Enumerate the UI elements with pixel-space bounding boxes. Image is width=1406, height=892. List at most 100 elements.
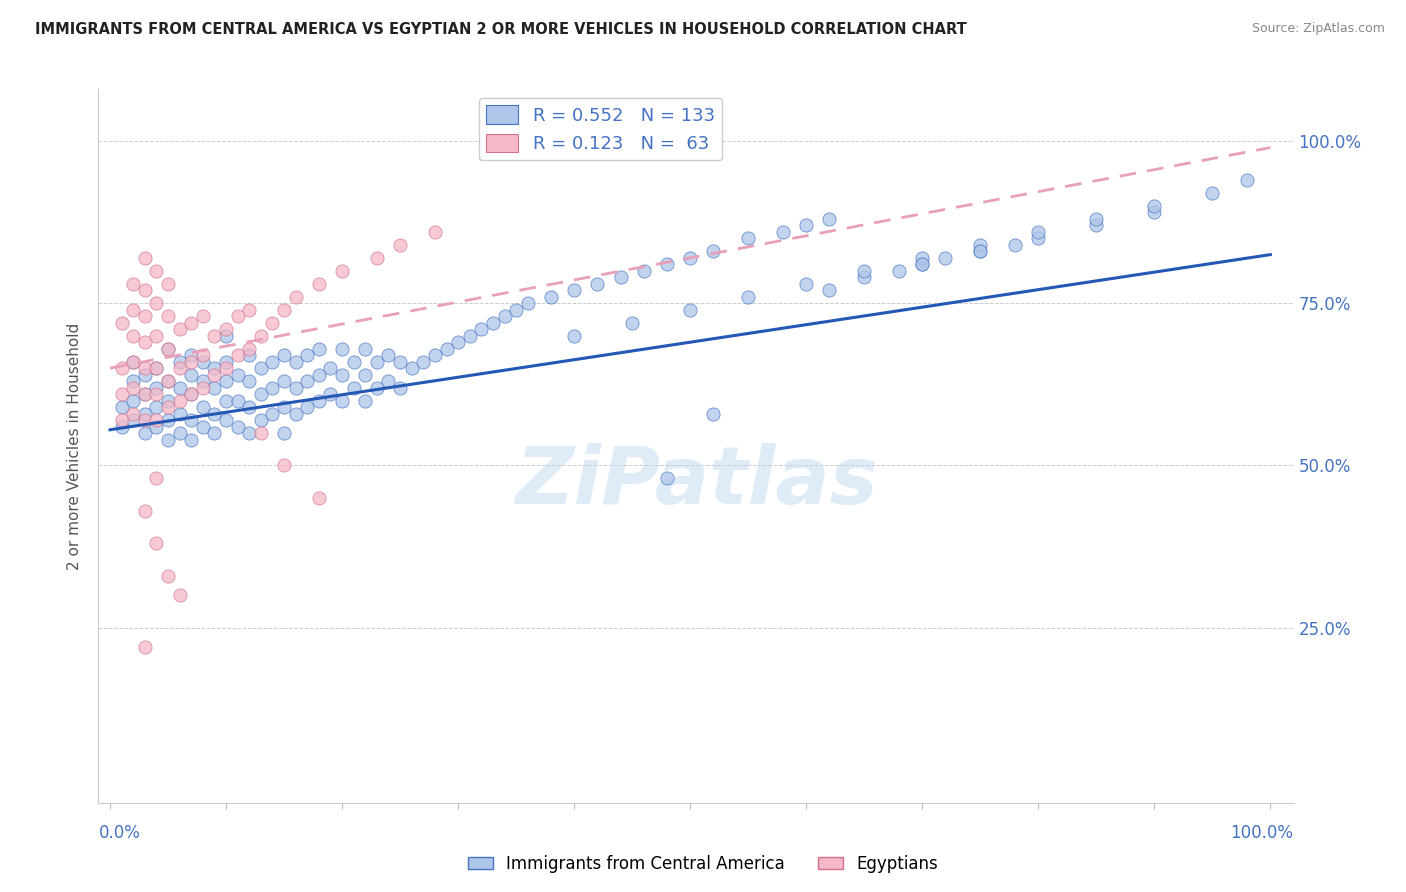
Legend: R = 0.552   N = 133, R = 0.123   N =  63: R = 0.552 N = 133, R = 0.123 N = 63 bbox=[478, 98, 723, 161]
Point bbox=[238, 342, 260, 356]
Point bbox=[169, 407, 191, 421]
Point bbox=[794, 219, 817, 233]
Point bbox=[215, 413, 238, 427]
Point bbox=[250, 328, 273, 343]
Point bbox=[157, 433, 180, 447]
Point bbox=[157, 342, 180, 356]
Point bbox=[169, 322, 191, 336]
Point bbox=[330, 393, 353, 408]
Point bbox=[215, 361, 238, 376]
Point bbox=[934, 251, 956, 265]
Point bbox=[157, 342, 180, 356]
Point bbox=[377, 374, 399, 388]
Text: ZiPatlas: ZiPatlas bbox=[515, 442, 877, 521]
Point bbox=[215, 322, 238, 336]
Point bbox=[633, 264, 655, 278]
Point bbox=[447, 335, 470, 350]
Point bbox=[238, 348, 260, 362]
Point bbox=[157, 400, 180, 414]
Point bbox=[111, 387, 134, 401]
Point bbox=[853, 264, 876, 278]
Point bbox=[157, 374, 180, 388]
Point bbox=[655, 257, 678, 271]
Point bbox=[284, 381, 307, 395]
Point bbox=[191, 354, 214, 368]
Point bbox=[122, 381, 145, 395]
Point bbox=[250, 361, 273, 376]
Point bbox=[145, 381, 167, 395]
Point bbox=[423, 348, 446, 362]
Point bbox=[134, 407, 156, 421]
Point bbox=[887, 264, 910, 278]
Point bbox=[169, 361, 191, 376]
Point bbox=[122, 393, 145, 408]
Point bbox=[354, 393, 377, 408]
Point bbox=[191, 419, 214, 434]
Point bbox=[679, 302, 702, 317]
Point bbox=[494, 310, 516, 324]
Point bbox=[111, 400, 134, 414]
Point bbox=[169, 354, 191, 368]
Point bbox=[1085, 219, 1108, 233]
Point bbox=[145, 361, 167, 376]
Point bbox=[284, 290, 307, 304]
Point bbox=[818, 283, 841, 297]
Point bbox=[204, 425, 226, 440]
Point bbox=[134, 387, 156, 401]
Point bbox=[737, 290, 759, 304]
Point bbox=[134, 368, 156, 382]
Point bbox=[191, 310, 214, 324]
Point bbox=[180, 433, 202, 447]
Point bbox=[122, 277, 145, 291]
Point bbox=[297, 374, 319, 388]
Point bbox=[169, 588, 191, 602]
Point bbox=[354, 368, 377, 382]
Point bbox=[273, 374, 295, 388]
Point bbox=[273, 400, 295, 414]
Point bbox=[169, 425, 191, 440]
Point bbox=[772, 225, 794, 239]
Point bbox=[262, 316, 284, 330]
Point bbox=[343, 354, 366, 368]
Point bbox=[204, 361, 226, 376]
Point bbox=[586, 277, 609, 291]
Point bbox=[226, 310, 249, 324]
Point bbox=[621, 316, 644, 330]
Point bbox=[204, 407, 226, 421]
Point bbox=[180, 387, 202, 401]
Point bbox=[145, 387, 167, 401]
Point bbox=[226, 348, 249, 362]
Point bbox=[562, 328, 585, 343]
Point bbox=[389, 381, 412, 395]
Point bbox=[111, 316, 134, 330]
Point bbox=[180, 316, 202, 330]
Point bbox=[134, 335, 156, 350]
Point bbox=[969, 244, 991, 259]
Point bbox=[377, 348, 399, 362]
Point bbox=[540, 290, 562, 304]
Point bbox=[262, 381, 284, 395]
Point bbox=[111, 413, 134, 427]
Point bbox=[354, 342, 377, 356]
Point bbox=[215, 354, 238, 368]
Point bbox=[853, 270, 876, 285]
Point bbox=[204, 368, 226, 382]
Point bbox=[679, 251, 702, 265]
Point bbox=[122, 413, 145, 427]
Point bbox=[191, 374, 214, 388]
Point bbox=[180, 368, 202, 382]
Point bbox=[134, 310, 156, 324]
Point bbox=[401, 361, 423, 376]
Point bbox=[423, 225, 446, 239]
Point bbox=[122, 374, 145, 388]
Point bbox=[226, 393, 249, 408]
Point bbox=[1143, 199, 1166, 213]
Point bbox=[169, 393, 191, 408]
Point bbox=[250, 413, 273, 427]
Point bbox=[702, 407, 724, 421]
Point bbox=[122, 302, 145, 317]
Point bbox=[238, 400, 260, 414]
Point bbox=[122, 328, 145, 343]
Point bbox=[134, 504, 156, 518]
Point bbox=[215, 328, 238, 343]
